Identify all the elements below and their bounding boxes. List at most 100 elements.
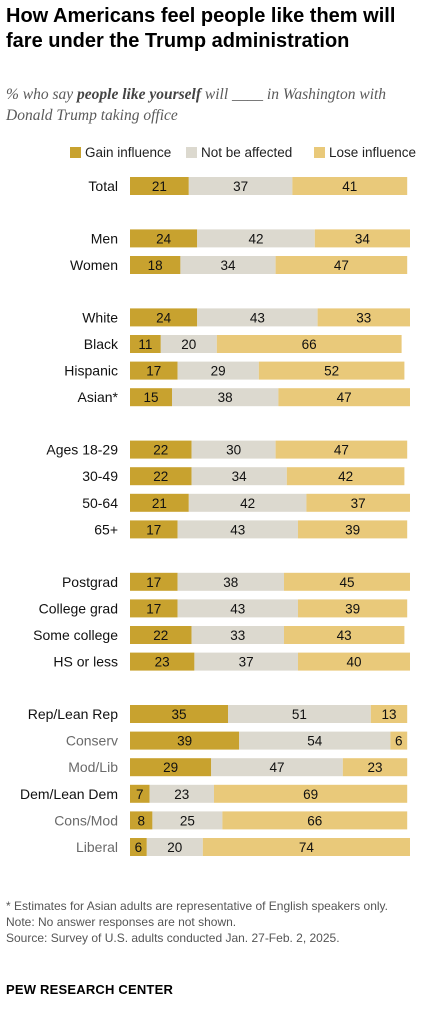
legend-swatch-neutral <box>186 147 197 158</box>
data-label: 7 <box>136 787 144 802</box>
footnote-asterisk: * Estimates for Asian adults are represe… <box>6 899 388 913</box>
bar-segment-neutral <box>191 626 284 644</box>
bar-segment-neutral <box>152 811 223 830</box>
data-label: 47 <box>334 258 349 273</box>
row-label: Hispanic <box>64 363 118 379</box>
bar-segment-neutral <box>197 308 318 327</box>
bar-segment-gain <box>130 731 240 750</box>
row-label: Black <box>84 336 119 352</box>
bar-segment-lose <box>216 335 402 353</box>
data-label: 42 <box>240 496 255 511</box>
row-label: Liberal <box>76 839 118 855</box>
bar-segment-lose <box>390 731 408 750</box>
bar-segment-lose <box>298 652 410 671</box>
bar-segment-gain <box>130 361 178 380</box>
row-label: Men <box>91 230 118 246</box>
bar-segment-gain <box>130 256 181 274</box>
bar-segment-gain <box>130 335 161 353</box>
bar-segment-lose <box>317 308 410 327</box>
bar-segment-lose <box>370 705 408 723</box>
row-label: College grad <box>39 600 118 616</box>
data-label: 40 <box>346 655 361 670</box>
bar-row: Total 21 37 41 <box>88 177 408 195</box>
bar-segment-neutral <box>191 467 287 486</box>
bar-segment-gain <box>130 652 195 671</box>
data-label: 41 <box>342 179 357 194</box>
row-label: Asian* <box>78 389 119 405</box>
bar-row: Women 18 34 47 <box>70 256 408 274</box>
row-label: White <box>82 309 118 325</box>
data-label: 42 <box>248 231 263 246</box>
data-label: 20 <box>167 840 182 855</box>
data-label: 43 <box>230 601 245 616</box>
bar-segment-lose <box>298 520 408 539</box>
bar-segment-lose <box>306 493 410 512</box>
footnote-source: Source: Survey of U.S. adults conducted … <box>6 931 340 945</box>
bar-segment-lose <box>275 256 408 274</box>
brand-logo-text: PEW RESEARCH CENTER <box>6 982 174 997</box>
bar-segment-gain <box>130 388 172 407</box>
data-label: 15 <box>143 390 158 405</box>
row-label: HS or less <box>53 654 118 670</box>
bar-segment-gain <box>130 758 212 777</box>
bar-segment-gain <box>130 572 178 591</box>
legend-item-lose: Lose influence <box>314 144 416 162</box>
legend-label-lose: Lose influence <box>329 145 417 160</box>
bar-segment-neutral <box>146 838 203 856</box>
bar-segment-lose <box>202 838 410 856</box>
legend-label-gain: Gain influence <box>85 145 172 160</box>
data-label: 22 <box>153 628 168 643</box>
bar-row: Black 11 20 66 <box>84 335 402 353</box>
data-label: 17 <box>146 601 161 616</box>
bar-segment-gain <box>130 811 153 830</box>
data-label: 39 <box>345 601 360 616</box>
bar-segment-lose <box>284 626 405 644</box>
bar-segment-gain <box>130 838 147 856</box>
bar-segment-lose <box>222 811 408 830</box>
data-label: 33 <box>356 310 371 325</box>
data-label: 11 <box>138 337 152 352</box>
data-label: 8 <box>137 813 145 828</box>
bar-row: College grad 17 43 39 <box>39 599 408 618</box>
data-label: 29 <box>211 364 226 379</box>
data-label: 47 <box>269 760 284 775</box>
bar-segment-neutral <box>160 335 217 353</box>
bar-row: HS or less 23 37 40 <box>53 652 410 671</box>
bar-segment-neutral <box>172 388 279 407</box>
chart-legend: Gain influence Not be affected Lose infl… <box>0 144 432 162</box>
bar-row: 50-64 21 42 37 <box>82 493 410 512</box>
bar-segment-lose <box>286 467 405 486</box>
bar-segment-gain <box>130 520 178 539</box>
bar-segment-neutral <box>177 599 298 618</box>
row-label: Total <box>88 178 118 194</box>
data-label: 34 <box>220 258 236 273</box>
bar-segment-lose <box>278 388 410 407</box>
bar-segment-neutral <box>177 520 298 539</box>
bar-segment-lose <box>258 361 405 380</box>
bar-segment-gain <box>130 599 178 618</box>
bar-row: Rep/Lean Rep 35 51 13 <box>28 705 408 723</box>
bar-row: Ages 18-29 22 30 47 <box>46 440 408 459</box>
row-label: Dem/Lean Dem <box>20 786 118 802</box>
row-label: 30-49 <box>82 468 118 484</box>
data-label: 69 <box>303 787 318 802</box>
data-label: 6 <box>135 840 143 855</box>
legend-label-neutral: Not be affected <box>201 145 293 160</box>
bar-segment-gain <box>130 784 150 803</box>
bar-row: Conserv 39 54 6 <box>66 731 408 750</box>
legend-swatch-gain <box>70 147 81 158</box>
bar-segment-gain <box>130 493 189 512</box>
bar-row: Postgrad 17 38 45 <box>62 572 410 591</box>
data-label: 25 <box>180 813 195 828</box>
bar-row: 65+ 17 43 39 <box>94 520 408 539</box>
bar-segment-lose <box>275 440 408 459</box>
row-label: Conserv <box>66 733 118 749</box>
data-label: 47 <box>337 390 352 405</box>
data-label: 22 <box>153 469 168 484</box>
chart-subtitle: % who say people like yourself will ____… <box>6 84 430 126</box>
bar-segment-lose <box>314 229 410 248</box>
bar-segment-lose <box>292 177 408 195</box>
data-label: 51 <box>292 707 307 722</box>
bar-segment-gain <box>130 467 192 486</box>
bar-row: Cons/Mod 8 25 66 <box>54 811 408 830</box>
